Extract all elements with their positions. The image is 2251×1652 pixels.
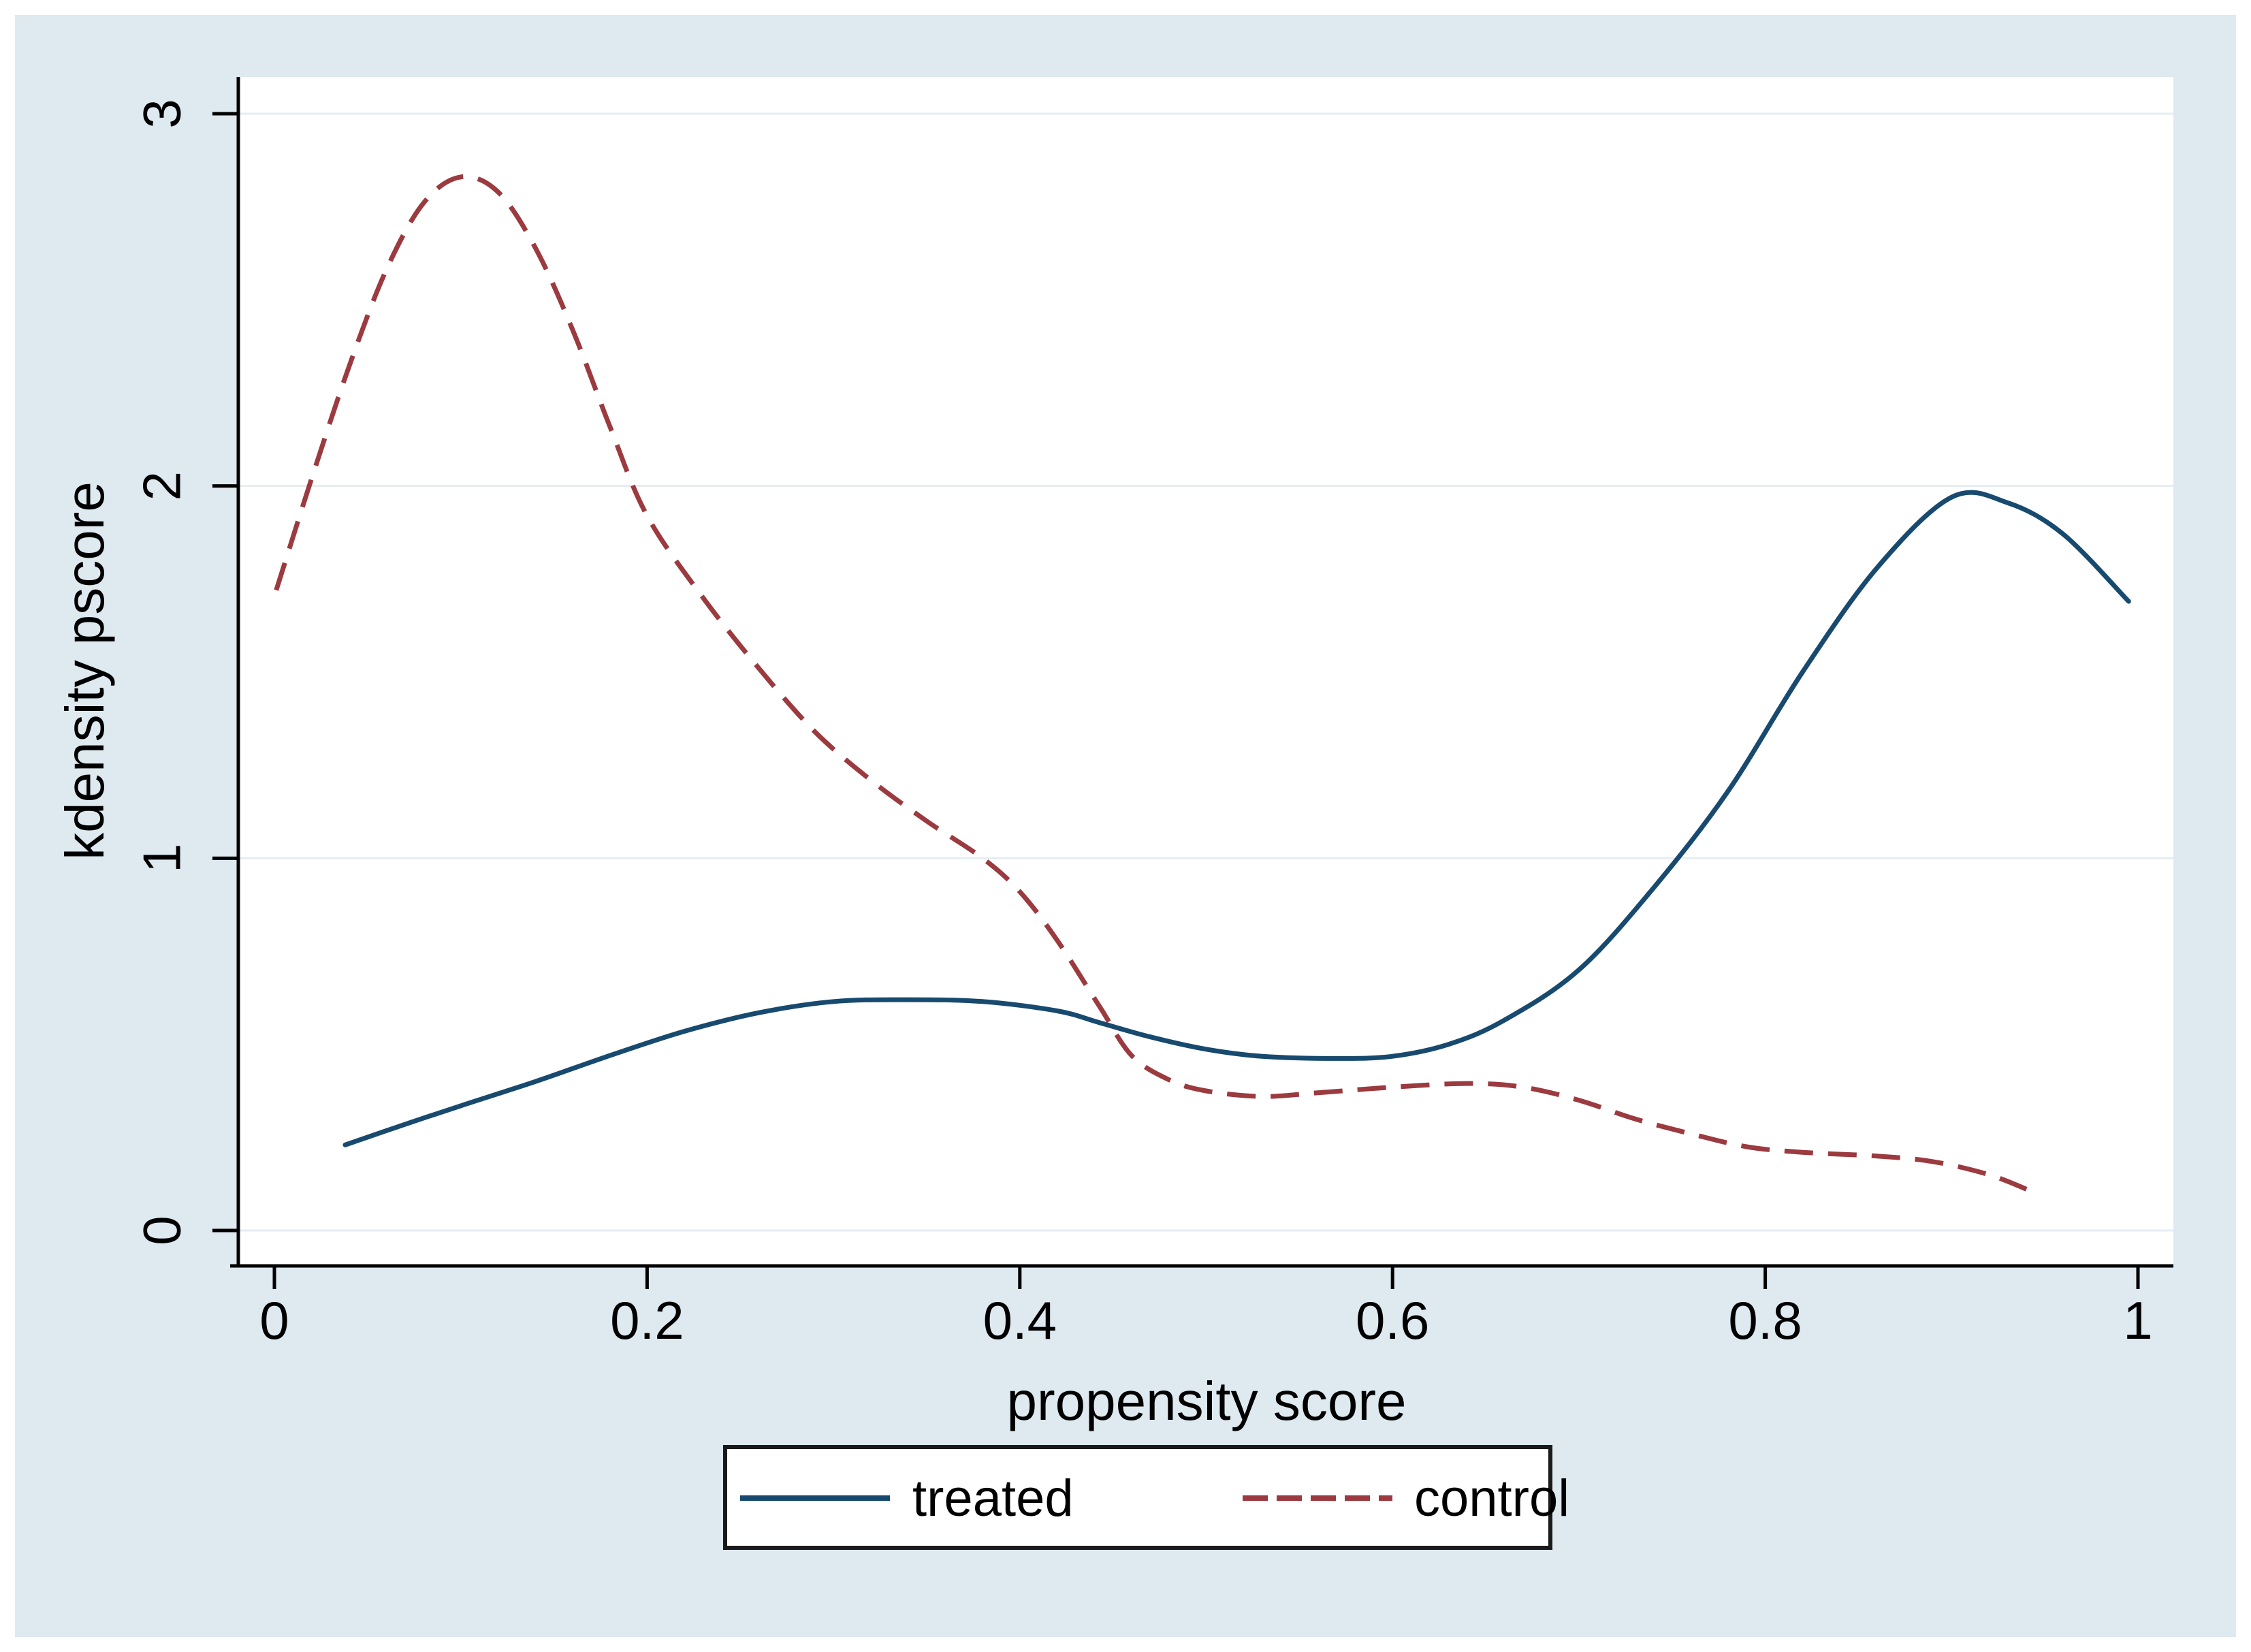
x-tick-label: 0.6 (1356, 1290, 1429, 1350)
y-tick-label: 2 (131, 471, 191, 501)
legend-label-control: control (1414, 1470, 1569, 1527)
plot-area (240, 77, 2173, 1265)
treated-curve (342, 490, 2131, 1147)
x-tick-label: 0.8 (1728, 1290, 1802, 1350)
y-axis-title: kdensity pscore (54, 481, 115, 860)
y-tick-label: 3 (131, 99, 191, 128)
x-axis-title: propensity score (1007, 1371, 1407, 1431)
legend-label-treated: treated (912, 1470, 1074, 1527)
x-axis: 0 0.2 0.4 0.6 0.8 1 (230, 1264, 2173, 1350)
y-gridlines (240, 112, 2173, 1232)
control-curve (274, 174, 2033, 1194)
y-tick-label: 1 (131, 844, 191, 873)
x-tick-label: 0 (259, 1290, 289, 1350)
x-tick-label: 0.2 (610, 1290, 684, 1350)
x-tick-label: 0.4 (983, 1290, 1057, 1350)
legend: treated control (723, 1445, 1569, 1550)
y-axis: 0 1 2 3 (131, 77, 240, 1267)
y-tick-label: 0 (131, 1216, 191, 1245)
x-tick-label: 1 (2123, 1290, 2152, 1350)
